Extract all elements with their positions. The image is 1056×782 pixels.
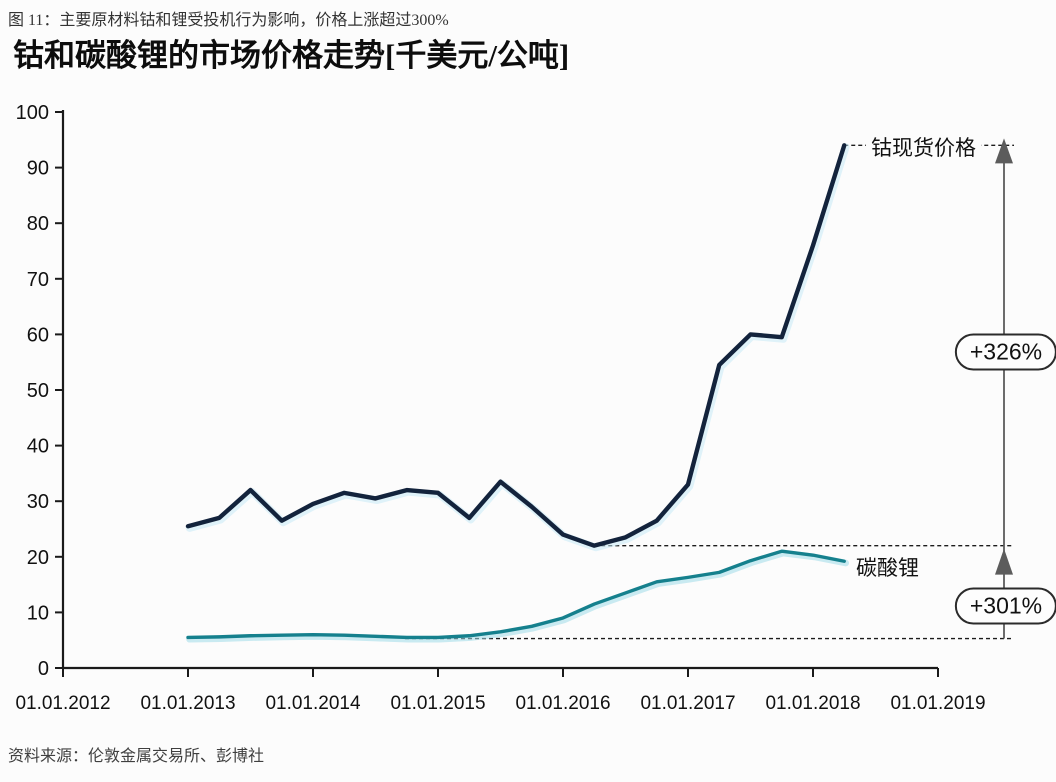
y-tick-label: 40 xyxy=(27,436,49,458)
y-tick-label: 80 xyxy=(27,213,49,235)
x-tick-label: 01.01.2015 xyxy=(390,693,485,714)
x-tick-label: 01.01.2013 xyxy=(140,693,235,714)
y-tick-label: 30 xyxy=(27,491,49,513)
x-tick-label: 01.01.2019 xyxy=(890,693,985,714)
x-tick-label: 01.01.2014 xyxy=(265,693,361,714)
figure-caption: 图 11：主要原材料钴和锂受投机行为影响，价格上涨超过300% xyxy=(8,12,449,29)
lithium-series-label: 碳酸锂 xyxy=(856,556,919,580)
lithium-line-halo xyxy=(186,549,850,643)
source-note: 资料来源：伦敦金属交易所、彭博社 xyxy=(8,748,265,765)
x-tick-label: 01.01.2012 xyxy=(15,693,110,714)
cobalt-series-label: 钴现货价格 xyxy=(866,132,981,162)
chart-title: 钴和碳酸锂的市场价格走势[千美元/公吨] xyxy=(13,38,570,73)
y-tick-label: 90 xyxy=(27,158,49,180)
y-tick-label: 70 xyxy=(27,269,49,291)
up-arrow-icon xyxy=(995,548,1013,575)
y-tick-label: 100 xyxy=(16,102,49,124)
y-tick-label: 20 xyxy=(27,547,49,569)
lithium-line xyxy=(186,549,846,640)
y-tick-label: 60 xyxy=(27,324,49,346)
x-tick-label: 01.01.2017 xyxy=(640,693,735,714)
y-tick-label: 50 xyxy=(27,380,49,402)
cobalt-line xyxy=(185,143,847,548)
y-tick-label: 10 xyxy=(27,602,49,624)
lithium-change-badge: +301% xyxy=(954,587,1056,625)
cobalt-line-halo xyxy=(185,143,850,552)
x-tick-label: 01.01.2018 xyxy=(765,693,860,714)
cobalt-change-badge: +326% xyxy=(954,333,1056,371)
up-arrow-icon xyxy=(995,138,1013,164)
y-tick-label: 0 xyxy=(38,658,49,680)
x-tick-label: 01.01.2016 xyxy=(515,693,610,714)
